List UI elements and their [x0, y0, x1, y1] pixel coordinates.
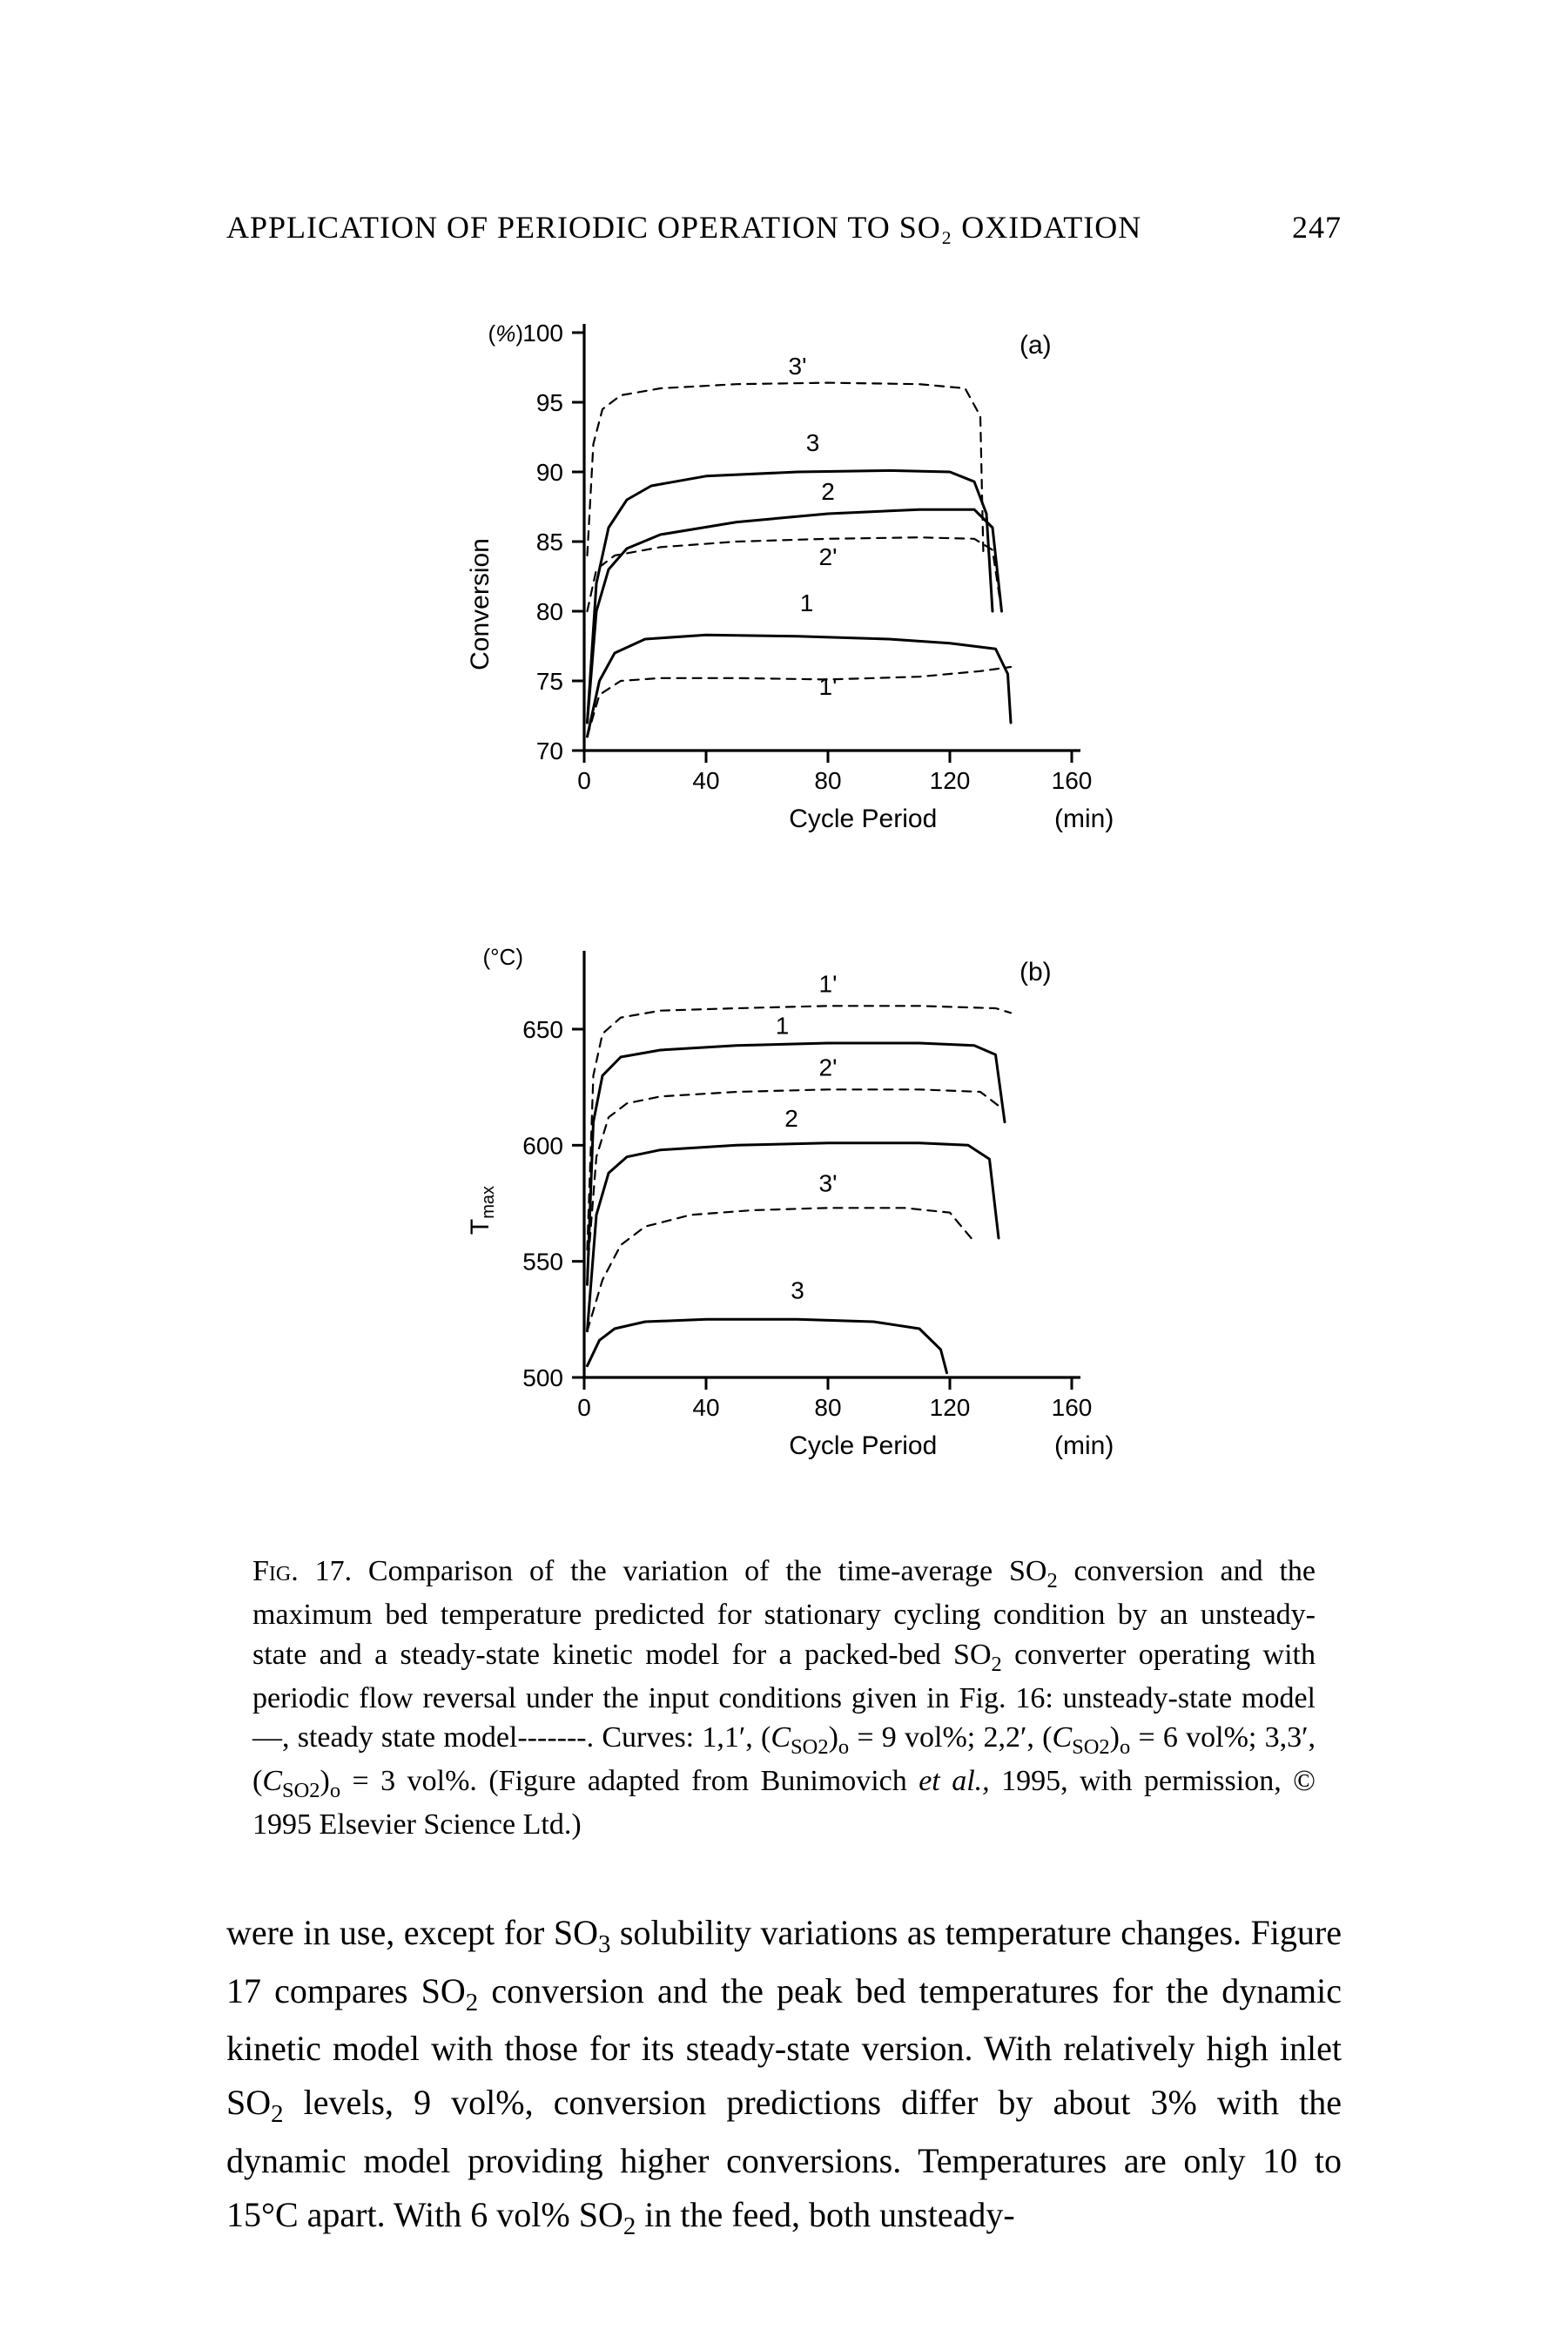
svg-text:3: 3 [805, 429, 819, 456]
svg-text:1: 1 [775, 1012, 789, 1039]
svg-text:1': 1' [818, 970, 837, 997]
svg-text:40: 40 [692, 1394, 719, 1421]
svg-text:40: 40 [692, 767, 719, 794]
svg-text:3: 3 [791, 1276, 804, 1303]
svg-text:0: 0 [577, 767, 591, 794]
svg-text:80: 80 [814, 767, 841, 794]
svg-text:120: 120 [929, 767, 970, 794]
svg-text:600: 600 [522, 1132, 563, 1159]
page-number: 247 [1292, 209, 1342, 246]
page: APPLICATION OF PERIODIC OPERATION TO SO₂… [0, 0, 1568, 2350]
figure-17: 707580859095100040801201603'322'11'(a)Cy… [226, 298, 1342, 1517]
svg-text:85: 85 [535, 529, 562, 556]
running-title: APPLICATION OF PERIODIC OPERATION TO SO₂… [226, 209, 1141, 246]
svg-text:(a): (a) [1020, 331, 1052, 360]
svg-text:2: 2 [784, 1105, 798, 1132]
svg-text:75: 75 [535, 668, 562, 695]
svg-text:2': 2' [818, 1054, 837, 1081]
caption-lead: Fig. 17. [252, 1555, 352, 1587]
svg-text:80: 80 [814, 1394, 841, 1421]
svg-text:(%): (%) [488, 320, 522, 347]
svg-text:90: 90 [535, 459, 562, 486]
svg-text:2': 2' [818, 543, 837, 570]
svg-text:(min): (min) [1054, 805, 1114, 833]
svg-text:Conversion: Conversion [466, 538, 495, 670]
svg-text:500: 500 [522, 1364, 563, 1391]
svg-text:Cycle Period: Cycle Period [789, 1431, 937, 1460]
svg-text:2: 2 [821, 478, 835, 505]
svg-text:1: 1 [799, 589, 813, 616]
svg-text:1': 1' [818, 673, 837, 700]
figure-caption: Fig. 17. Comparison of the variation of … [252, 1552, 1316, 1845]
svg-text:100: 100 [522, 320, 563, 347]
svg-text:(°C): (°C) [482, 944, 523, 970]
svg-text:70: 70 [535, 737, 562, 764]
svg-text:95: 95 [535, 389, 562, 416]
svg-text:Tmax: Tmax [466, 1186, 498, 1235]
svg-text:80: 80 [535, 598, 562, 625]
svg-text:650: 650 [522, 1016, 563, 1043]
svg-text:160: 160 [1051, 767, 1092, 794]
figure-svg: 707580859095100040801201603'322'11'(a)Cy… [358, 298, 1211, 1517]
svg-text:3': 3' [818, 1170, 837, 1197]
svg-text:550: 550 [522, 1249, 563, 1276]
running-header: APPLICATION OF PERIODIC OPERATION TO SO₂… [226, 209, 1342, 246]
svg-text:(min): (min) [1054, 1431, 1114, 1460]
svg-text:(b): (b) [1020, 958, 1052, 986]
body-paragraph: were in use, except for SO3 solubility v… [226, 1906, 1342, 2246]
svg-text:120: 120 [929, 1394, 970, 1421]
svg-text:3': 3' [788, 353, 806, 380]
svg-text:160: 160 [1051, 1394, 1092, 1421]
svg-text:0: 0 [577, 1394, 591, 1421]
svg-text:Cycle Period: Cycle Period [789, 805, 937, 833]
